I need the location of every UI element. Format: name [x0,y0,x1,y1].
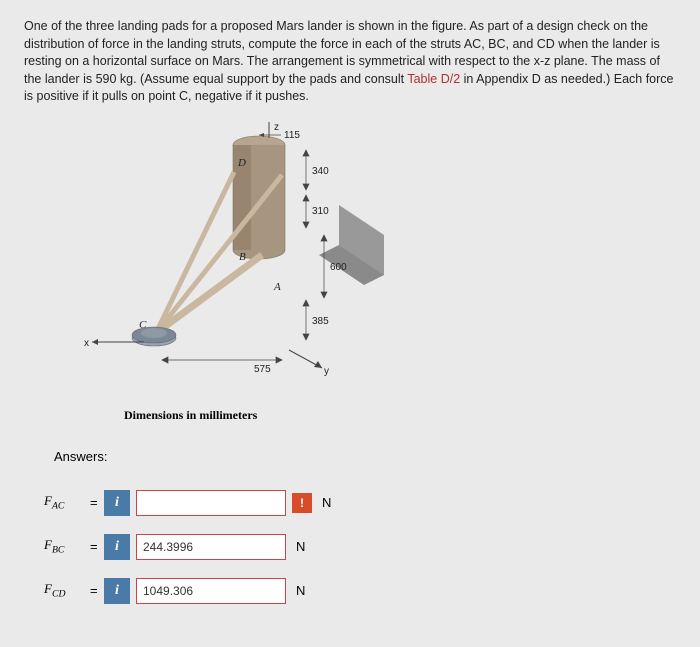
svg-text:575: 575 [254,364,271,375]
var-fbc: FBC [44,537,90,556]
answer-row: FBC = i N [44,534,676,560]
error-icon: ! [292,493,312,513]
svg-text:A: A [273,281,281,293]
answers-header: Answers: [54,449,676,464]
var-fcd: FCD [44,581,90,600]
svg-text:310: 310 [312,206,329,217]
unit-label: N [322,495,331,510]
svg-text:z: z [274,122,279,133]
appendix-link[interactable]: Table D/2 [407,72,460,86]
figure: z 115 D B A C x [84,120,464,400]
info-icon[interactable]: i [104,534,130,560]
svg-text:340: 340 [312,166,329,177]
unit-label: N [296,539,305,554]
info-icon[interactable]: i [104,578,130,604]
svg-text:x: x [84,338,89,349]
svg-text:385: 385 [312,316,329,327]
info-icon[interactable]: i [104,490,130,516]
svg-text:D: D [237,157,246,169]
answer-row: FAC = i ! N [44,490,676,516]
problem-statement: One of the three landing pads for a prop… [24,18,676,106]
fcd-input[interactable] [136,578,286,604]
svg-text:y: y [324,366,329,377]
fac-input[interactable] [136,490,286,516]
svg-text:600: 600 [330,262,347,273]
fbc-input[interactable] [136,534,286,560]
svg-text:B: B [239,251,246,263]
unit-label: N [296,583,305,598]
var-fac: FAC [44,493,90,512]
answer-row: FCD = i N [44,578,676,604]
figure-caption: Dimensions in millimeters [124,408,676,423]
svg-text:115: 115 [284,130,300,141]
